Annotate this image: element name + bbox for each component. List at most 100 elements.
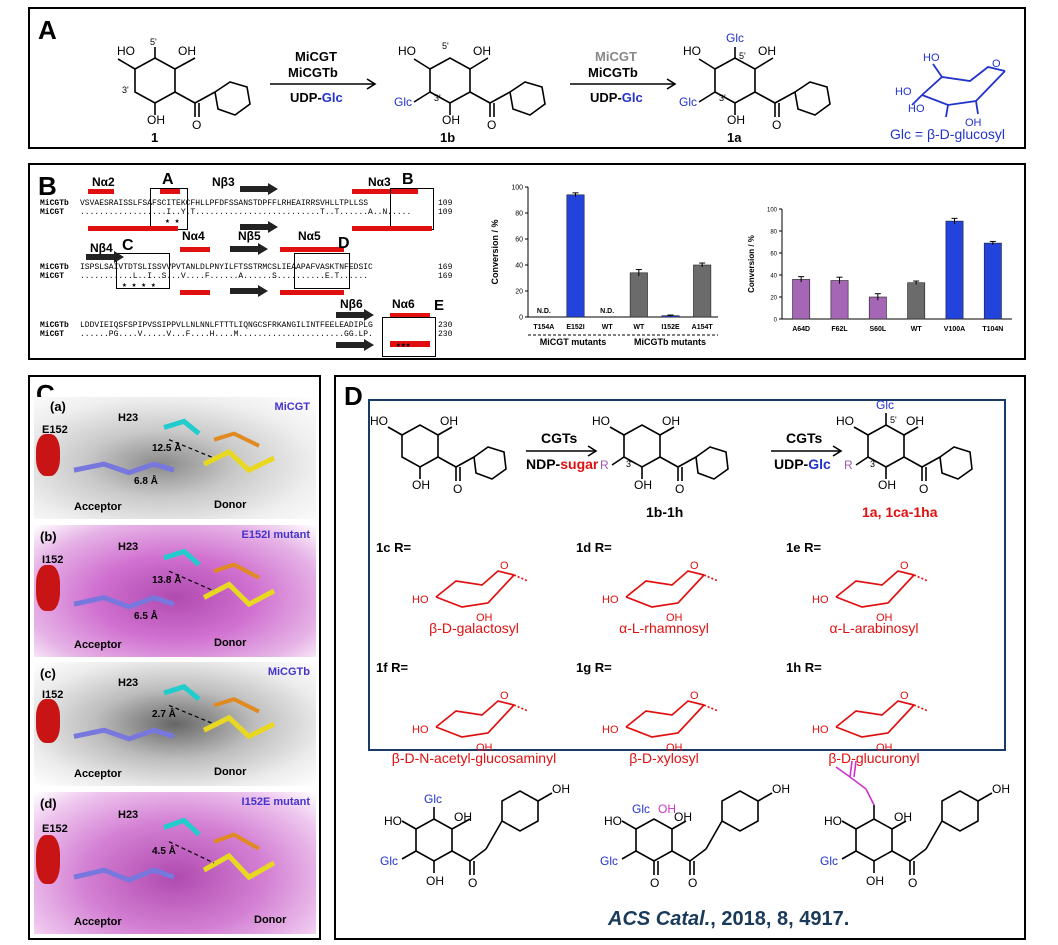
atom-label: HO (824, 814, 842, 828)
panel-a: A (28, 7, 1026, 149)
sub-tag: (a) (50, 399, 66, 414)
his-label: H23 (118, 809, 139, 822)
atom-label: HO (398, 44, 416, 58)
donor-prefix: UDP- (774, 456, 809, 472)
y-tick-label: 60 (770, 252, 777, 258)
seq-number: 169 (438, 263, 453, 272)
sugar-ring (835, 570, 915, 598)
alignment-row: Nβ6 Nα6 E MiCGTb MiCGT LDDVIEIQSFSPIPVSS… (40, 297, 480, 361)
x-tick-label: A64D (792, 326, 810, 333)
atom-label: HO (895, 86, 912, 98)
seq-number: 230 (438, 321, 453, 330)
atom-label: OH (412, 478, 430, 492)
distance-label: 6.8 Å (134, 476, 158, 488)
sugar-link (513, 574, 529, 582)
distance-label: 12.5 Å (152, 443, 182, 455)
sub-title: E152I mutant (241, 529, 310, 541)
element-label: Nβ4 (90, 241, 113, 255)
ligand-sticks (73, 548, 276, 610)
sugar-name: α-L-arabinosyl (829, 620, 918, 636)
seq-number: 109 (438, 208, 453, 217)
sub-tag: (b) (40, 529, 57, 544)
acceptor-label: Acceptor (74, 639, 122, 651)
y-tick-label: 80 (770, 230, 777, 236)
sugar-name: β-D-galactosyl (429, 620, 519, 636)
helix-bar (180, 290, 210, 295)
residue-label: I152 (42, 689, 64, 702)
helix-bar (390, 341, 430, 347)
atom-label: O (500, 690, 509, 702)
element-label: Nβ6 (340, 297, 363, 311)
x-tick-label: A154T (692, 324, 714, 331)
atom-label: O (468, 876, 477, 890)
donor-label: Donor (214, 499, 247, 511)
enzyme-label: MiCGTb (588, 65, 638, 80)
donor-sugar: Glc (622, 90, 643, 105)
atom-label: HO (592, 414, 610, 428)
panel-a-label: A (38, 15, 57, 45)
acceptor-label: Acceptor (74, 501, 122, 513)
his-label: H23 (118, 540, 139, 553)
sequence-text: ......PG....V.....V...F....H....M.......… (80, 330, 373, 339)
compound-label: 1a, 1ca-1ha (862, 504, 938, 520)
citation-journal: ACS Catal. (607, 908, 710, 930)
sugar-ring (625, 704, 705, 738)
sugar-scope-box (368, 399, 1006, 751)
atom-label: Glc (726, 31, 744, 45)
atom-label: 3' (870, 459, 877, 469)
atom-label: OH (758, 44, 776, 58)
atom-label: OH (440, 414, 458, 428)
sub-title: MiCGT (274, 401, 310, 413)
atom-label: HO (683, 44, 701, 58)
compound-label: 1 (151, 130, 158, 145)
sugar-link (703, 574, 719, 582)
sequence-text: ...........L..I..S...V....F......A......… (80, 272, 369, 281)
y-tick-label: 100 (511, 185, 523, 192)
bar-chart-left: 0 20 40 60 80 100 Conversion / % N.D. T154A E152I… (490, 185, 718, 347)
residue-label: E152 (42, 823, 68, 836)
svg-text:UDP-Glc: UDP-Glc (290, 90, 343, 105)
distance-label: 4.5 Å (152, 845, 176, 857)
seq-name: MiCGTb (40, 321, 69, 330)
his-label: H23 (118, 411, 139, 424)
atom-label: O (900, 560, 909, 572)
docking-view: (b) E152I mutant I152 H23 13.8 Å 6.5 Å A… (34, 525, 316, 657)
svg-text:UDP-Glc: UDP-Glc (774, 456, 831, 472)
panel-c: C (a) MiCGT E152 H23 12.5 Å 6.8 Å Accept… (28, 375, 321, 940)
atom-label: O (487, 118, 496, 132)
atom-label: HO (812, 724, 829, 736)
atom-label: 5' (150, 37, 157, 47)
element-label: Nα3 (368, 175, 391, 189)
helix-bar (88, 189, 114, 194)
x-tick-label: T154A (533, 324, 554, 331)
atom-label: OH (476, 742, 493, 754)
atom-label: O (192, 118, 201, 132)
group-label: MiCGT mutants (540, 337, 607, 347)
donor-sugar: Glc (322, 90, 343, 105)
alignment-row: Nα2 A Nβ3 Nα3 B MiCGTb MiCGT VSVAESRAISS… (40, 171, 480, 233)
element-label: D (338, 235, 350, 252)
atom-label: O (500, 560, 509, 572)
atom-label: R (600, 458, 609, 472)
element-label: Nβ3 (212, 175, 235, 189)
x-tick-label: WT (633, 324, 645, 331)
sub-title: I152E mutant (241, 796, 310, 808)
data-label: N.D. (600, 308, 614, 315)
element-label: C (122, 237, 134, 254)
atom-label: 5' (890, 415, 897, 425)
seq-name: MiCGTb (40, 199, 69, 208)
helix-bar (88, 226, 178, 231)
strand-arrow (240, 221, 278, 233)
sugar-id: 1f R= (376, 660, 409, 675)
helix-bar (280, 247, 344, 252)
atom-label: OH (876, 742, 893, 754)
atom-label: Glc (380, 854, 398, 868)
atom-label: OH (658, 802, 676, 816)
strand-arrow (230, 285, 268, 297)
sugar-ring (435, 700, 515, 728)
bar (792, 279, 811, 320)
sugar-id: 1h R= (786, 660, 822, 675)
atom-label: O (919, 482, 928, 496)
helix-bar (180, 247, 210, 252)
enzyme-label: MiCGTb (288, 65, 338, 80)
